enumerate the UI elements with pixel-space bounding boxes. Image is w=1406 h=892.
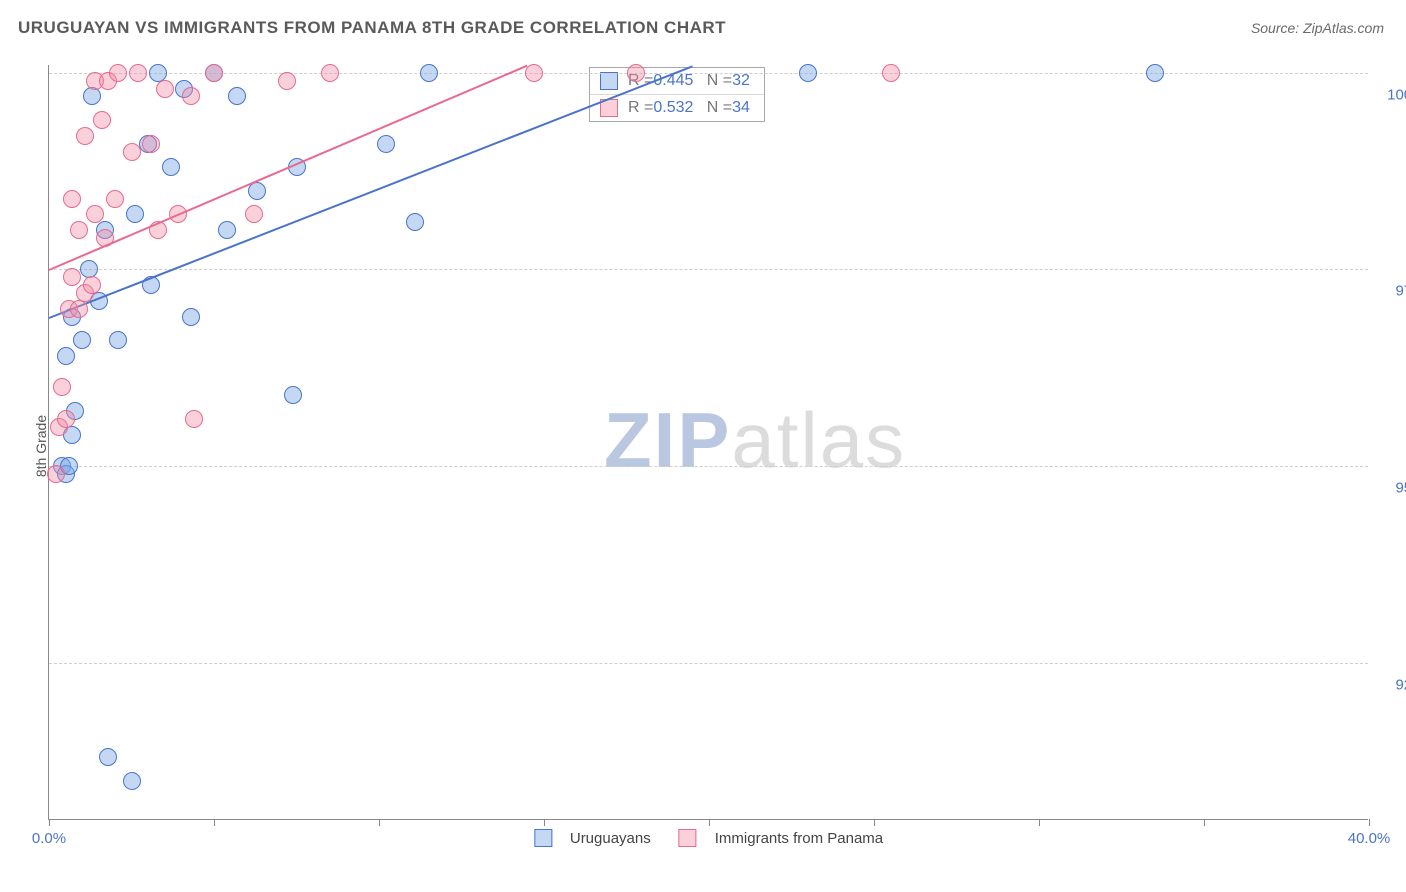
gridline-h xyxy=(49,466,1368,467)
data-point-panama xyxy=(142,135,160,153)
x-tick-label: 40.0% xyxy=(1348,830,1391,847)
legend-swatch-uruguayans xyxy=(534,829,552,847)
x-tick xyxy=(1369,819,1370,826)
data-point-uruguayans xyxy=(406,213,424,231)
legend-swatch-panama xyxy=(679,829,697,847)
data-point-panama xyxy=(93,111,111,129)
data-point-uruguayans xyxy=(1146,64,1164,82)
data-point-uruguayans xyxy=(57,347,75,365)
data-point-panama xyxy=(70,221,88,239)
y-tick-label: 95.0% xyxy=(1378,480,1406,497)
data-point-panama xyxy=(882,64,900,82)
data-point-panama xyxy=(57,410,75,428)
data-point-panama xyxy=(76,127,94,145)
source-name: ZipAtlas.com xyxy=(1303,20,1384,36)
legend-item-uruguayans: Uruguayans xyxy=(534,829,651,847)
y-tick-label: 92.5% xyxy=(1378,676,1406,693)
data-point-panama xyxy=(321,64,339,82)
data-point-panama xyxy=(123,143,141,161)
data-point-panama xyxy=(182,87,200,105)
data-point-uruguayans xyxy=(377,135,395,153)
data-point-uruguayans xyxy=(123,772,141,790)
stat-n-label: N = xyxy=(693,72,732,90)
data-point-panama xyxy=(106,190,124,208)
data-point-panama xyxy=(185,410,203,428)
y-axis-label: 8th Grade xyxy=(33,415,49,477)
x-tick xyxy=(1204,819,1205,826)
stat-r-value-panama: 0.532 xyxy=(653,99,693,117)
watermark: ZIPatlas xyxy=(604,395,906,486)
data-point-panama xyxy=(156,80,174,98)
x-tick xyxy=(874,819,875,826)
x-tick xyxy=(214,819,215,826)
legend-label-panama: Immigrants from Panama xyxy=(715,830,883,847)
data-point-uruguayans xyxy=(126,205,144,223)
data-point-panama xyxy=(83,276,101,294)
data-point-uruguayans xyxy=(83,87,101,105)
data-point-uruguayans xyxy=(73,331,91,349)
y-tick-label: 97.5% xyxy=(1378,283,1406,300)
data-point-panama xyxy=(109,64,127,82)
gridline-h xyxy=(49,269,1368,270)
stats-row-panama: R = 0.532 N = 34 xyxy=(590,94,764,121)
data-point-panama xyxy=(53,378,71,396)
data-point-uruguayans xyxy=(284,386,302,404)
data-point-panama xyxy=(86,205,104,223)
legend-label-uruguayans: Uruguayans xyxy=(570,830,651,847)
source-prefix: Source: xyxy=(1251,20,1303,36)
chart-title: URUGUAYAN VS IMMIGRANTS FROM PANAMA 8TH … xyxy=(18,18,726,38)
legend-swatch-uruguayans xyxy=(600,72,618,90)
plot-area: ZIPatlas R = 0.445 N = 32R = 0.532 N = 3… xyxy=(48,65,1368,820)
data-point-panama xyxy=(47,465,65,483)
data-point-panama xyxy=(525,64,543,82)
watermark-zip: ZIP xyxy=(604,396,731,484)
watermark-atlas: atlas xyxy=(731,396,906,484)
stat-r-label: R = xyxy=(628,99,653,117)
trendline-uruguayans xyxy=(49,65,693,319)
data-point-panama xyxy=(70,300,88,318)
stat-n-value-panama: 34 xyxy=(732,99,750,117)
data-point-uruguayans xyxy=(99,748,117,766)
stat-n-label: N = xyxy=(693,99,732,117)
x-tick xyxy=(544,819,545,826)
legend-item-panama: Immigrants from Panama xyxy=(679,829,883,847)
data-point-uruguayans xyxy=(218,221,236,239)
data-point-uruguayans xyxy=(162,158,180,176)
x-tick xyxy=(1039,819,1040,826)
data-point-panama xyxy=(278,72,296,90)
trendline-panama xyxy=(49,65,528,271)
data-point-panama xyxy=(205,64,223,82)
source-label: Source: ZipAtlas.com xyxy=(1251,20,1384,36)
x-tick xyxy=(49,819,50,826)
data-point-panama xyxy=(63,268,81,286)
data-point-panama xyxy=(63,190,81,208)
x-tick xyxy=(709,819,710,826)
gridline-h xyxy=(49,663,1368,664)
gridline-h xyxy=(49,73,1368,74)
x-tick-label: 0.0% xyxy=(32,830,66,847)
bottom-legend: Uruguayans Immigrants from Panama xyxy=(534,829,883,847)
stat-n-value-uruguayans: 32 xyxy=(732,72,750,90)
data-point-uruguayans xyxy=(228,87,246,105)
data-point-uruguayans xyxy=(420,64,438,82)
data-point-panama xyxy=(245,205,263,223)
data-point-uruguayans xyxy=(182,308,200,326)
y-tick-label: 100.0% xyxy=(1378,86,1406,103)
x-tick xyxy=(379,819,380,826)
data-point-uruguayans xyxy=(799,64,817,82)
data-point-uruguayans xyxy=(109,331,127,349)
data-point-panama xyxy=(627,64,645,82)
data-point-panama xyxy=(129,64,147,82)
